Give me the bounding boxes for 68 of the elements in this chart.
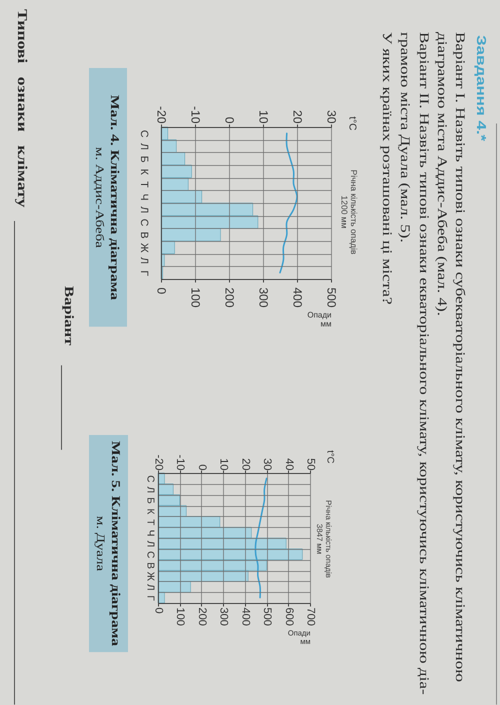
text: У яких країнах розташовані ці міста? xyxy=(380,32,395,305)
y-tick-label: В xyxy=(138,232,150,239)
x-tick-label: 0 xyxy=(152,608,164,614)
text: Річна кількість опадів 1200 мм xyxy=(340,170,359,255)
x-tick-label: 0 xyxy=(154,288,168,294)
x-tick-label: 100 xyxy=(188,288,202,308)
y-tick-label: Г xyxy=(138,270,150,276)
x2-tick-label: 0 xyxy=(222,116,236,124)
y-tick-label: Л xyxy=(138,257,150,264)
y-tick-label: С xyxy=(138,218,150,227)
text: Мал. 5. Кліматична діаграма xyxy=(108,440,123,648)
text: м. Дуала xyxy=(93,514,108,574)
y-tick-label: Б xyxy=(138,156,150,163)
x-tick-label: 400 xyxy=(239,608,252,626)
x2-tick-label: 0 xyxy=(196,464,208,470)
x-tick-label: 300 xyxy=(218,608,230,626)
y-tick-label: Ж xyxy=(144,572,156,582)
y-tick-label: Л xyxy=(138,143,150,150)
text: діаграмою міста Аддис-Абеба (мал. 4). xyxy=(435,32,450,316)
x-tick-label: 600 xyxy=(282,608,295,626)
text: Мал. 4. Кліматична діаграма xyxy=(107,94,122,302)
y-tick-label: Л xyxy=(138,206,150,214)
x2-tick-label: 20 xyxy=(290,110,304,124)
y-tick-label: Т xyxy=(144,519,156,526)
x2-tick-label: -10 xyxy=(174,454,186,470)
y-tick-label: Т xyxy=(138,181,150,188)
y-tick-label: Л xyxy=(144,486,156,494)
x2-tick-label: 20 xyxy=(239,458,252,470)
x2-tick-label: 40 xyxy=(282,458,295,470)
x2-tick-label: 10 xyxy=(218,458,230,470)
text: Типові ознаки клімату xyxy=(15,9,30,208)
text: Варіант І. Назвіть типові ознаки субекваторіального клімату, користуючись кліматичною xyxy=(454,32,468,682)
x-tick-label: 200 xyxy=(196,608,208,626)
x-tick-label: 300 xyxy=(256,288,270,308)
x-tick-label: 100 xyxy=(174,608,186,626)
y-tick-label: Г xyxy=(144,595,156,602)
y-tick-label: С xyxy=(144,551,156,558)
x-tick-label: 700 xyxy=(304,608,316,626)
y-tick-label: В xyxy=(144,562,156,570)
x2-tick-label: 30 xyxy=(261,458,274,470)
x-tick-label: 200 xyxy=(222,288,236,308)
y-tick-label: Л xyxy=(144,584,156,591)
x-tick-label: 500 xyxy=(324,288,338,308)
y-tick-label: С xyxy=(144,475,156,483)
x2-tick-label: -10 xyxy=(188,106,202,124)
text: Завдання 4.* xyxy=(474,35,490,142)
y-tick-label: Б xyxy=(144,497,156,504)
x-tick-label: 400 xyxy=(290,288,304,308)
x2-tick-label: -20 xyxy=(154,106,168,124)
x2-tick-label: 10 xyxy=(256,110,270,124)
x2-axis-title: t°C xyxy=(346,116,358,130)
text: грамою міста Дуала (мал. 5). xyxy=(398,32,414,243)
y-tick-label: Л xyxy=(144,540,156,548)
y-tick-label: Ч xyxy=(138,194,150,201)
x-tick-label: 500 xyxy=(261,608,274,626)
y-tick-label: Ж xyxy=(138,242,150,253)
text: м. Аддис-Абеба xyxy=(92,146,106,250)
x2-tick-label: 50 xyxy=(304,458,316,470)
y-tick-label: К xyxy=(144,508,156,515)
x-axis-title: Опади мм xyxy=(307,310,332,328)
y-tick-label: К xyxy=(138,168,150,176)
x2-tick-label: -20 xyxy=(152,454,164,470)
y-tick-label: Ч xyxy=(144,530,156,536)
x2-axis-title: t°C xyxy=(324,450,336,464)
x2-tick-label: 30 xyxy=(324,110,338,124)
text: Варіант xyxy=(62,286,76,346)
text: Варіант ІІ. Назвіть типові ознаки екваторіального клімату, користуючись кліматичною діа- xyxy=(416,32,432,695)
y-tick-label: С xyxy=(138,130,150,138)
